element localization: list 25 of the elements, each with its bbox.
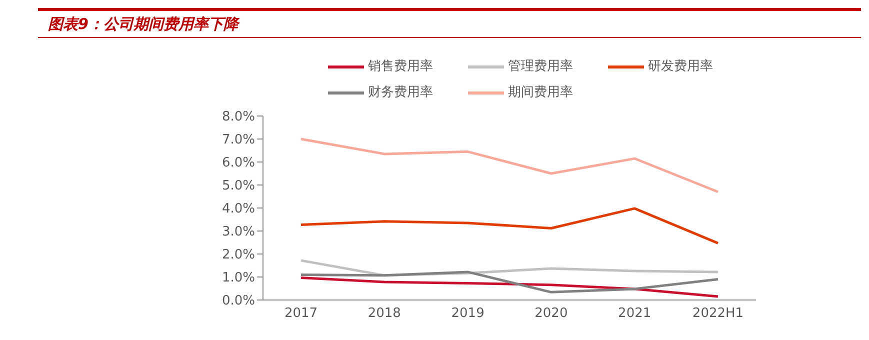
x-tick-label: 2019 [451, 306, 484, 322]
x-tick-label: 2017 [284, 306, 318, 322]
y-tick-label: 0.0% [222, 294, 255, 309]
y-tick-label: 7.0% [222, 132, 255, 148]
y-tick-label: 8.0% [222, 110, 255, 125]
line-series [300, 276, 720, 298]
x-tick-label: 2018 [368, 306, 401, 322]
line-series [300, 138, 720, 194]
legend-label: 研发费用率 [647, 58, 714, 76]
line-series [300, 207, 720, 244]
x-tick-label: 2020 [534, 306, 568, 322]
y-tick-label: 4.0% [222, 202, 255, 217]
line-series [300, 270, 720, 294]
y-tick-label: 5.0% [222, 178, 255, 194]
legend-label: 期间费用率 [507, 84, 574, 102]
legend-label: 管理费用率 [507, 58, 574, 76]
x-tick-label: 2022H1 [692, 306, 744, 322]
legend-label: 财务费用率 [367, 84, 434, 102]
y-tick-label: 6.0% [222, 156, 255, 171]
y-tick-label: 3.0% [222, 224, 255, 240]
legend-label: 销售费用率 [367, 58, 434, 76]
chart-title: 图表9：公司期间费用率下降 [38, 8, 861, 38]
y-tick-label: 1.0% [222, 270, 255, 286]
x-tick-label: 2021 [618, 306, 652, 322]
y-tick-label: 2.0% [222, 248, 255, 263]
